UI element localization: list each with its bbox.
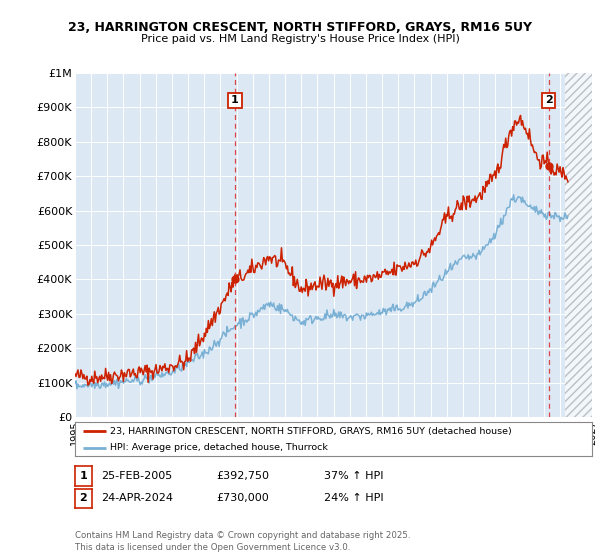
Text: 23, HARRINGTON CRESCENT, NORTH STIFFORD, GRAYS, RM16 5UY: 23, HARRINGTON CRESCENT, NORTH STIFFORD,…	[68, 21, 532, 34]
Text: 37% ↑ HPI: 37% ↑ HPI	[324, 471, 383, 481]
Text: 2: 2	[545, 95, 553, 105]
Text: 23, HARRINGTON CRESCENT, NORTH STIFFORD, GRAYS, RM16 5UY (detached house): 23, HARRINGTON CRESCENT, NORTH STIFFORD,…	[110, 427, 512, 436]
Text: 1: 1	[231, 95, 239, 105]
Text: 24-APR-2024: 24-APR-2024	[101, 493, 173, 503]
Text: HPI: Average price, detached house, Thurrock: HPI: Average price, detached house, Thur…	[110, 443, 328, 452]
Text: 25-FEB-2005: 25-FEB-2005	[101, 471, 172, 481]
Bar	[565, 73, 592, 417]
Text: £392,750: £392,750	[216, 471, 269, 481]
Text: 2: 2	[80, 493, 87, 503]
Text: Contains HM Land Registry data © Crown copyright and database right 2025.
This d: Contains HM Land Registry data © Crown c…	[75, 531, 410, 552]
Bar	[565, 73, 592, 417]
Text: £730,000: £730,000	[216, 493, 269, 503]
Text: 24% ↑ HPI: 24% ↑ HPI	[324, 493, 383, 503]
Text: Price paid vs. HM Land Registry's House Price Index (HPI): Price paid vs. HM Land Registry's House …	[140, 34, 460, 44]
Text: 1: 1	[80, 471, 87, 481]
